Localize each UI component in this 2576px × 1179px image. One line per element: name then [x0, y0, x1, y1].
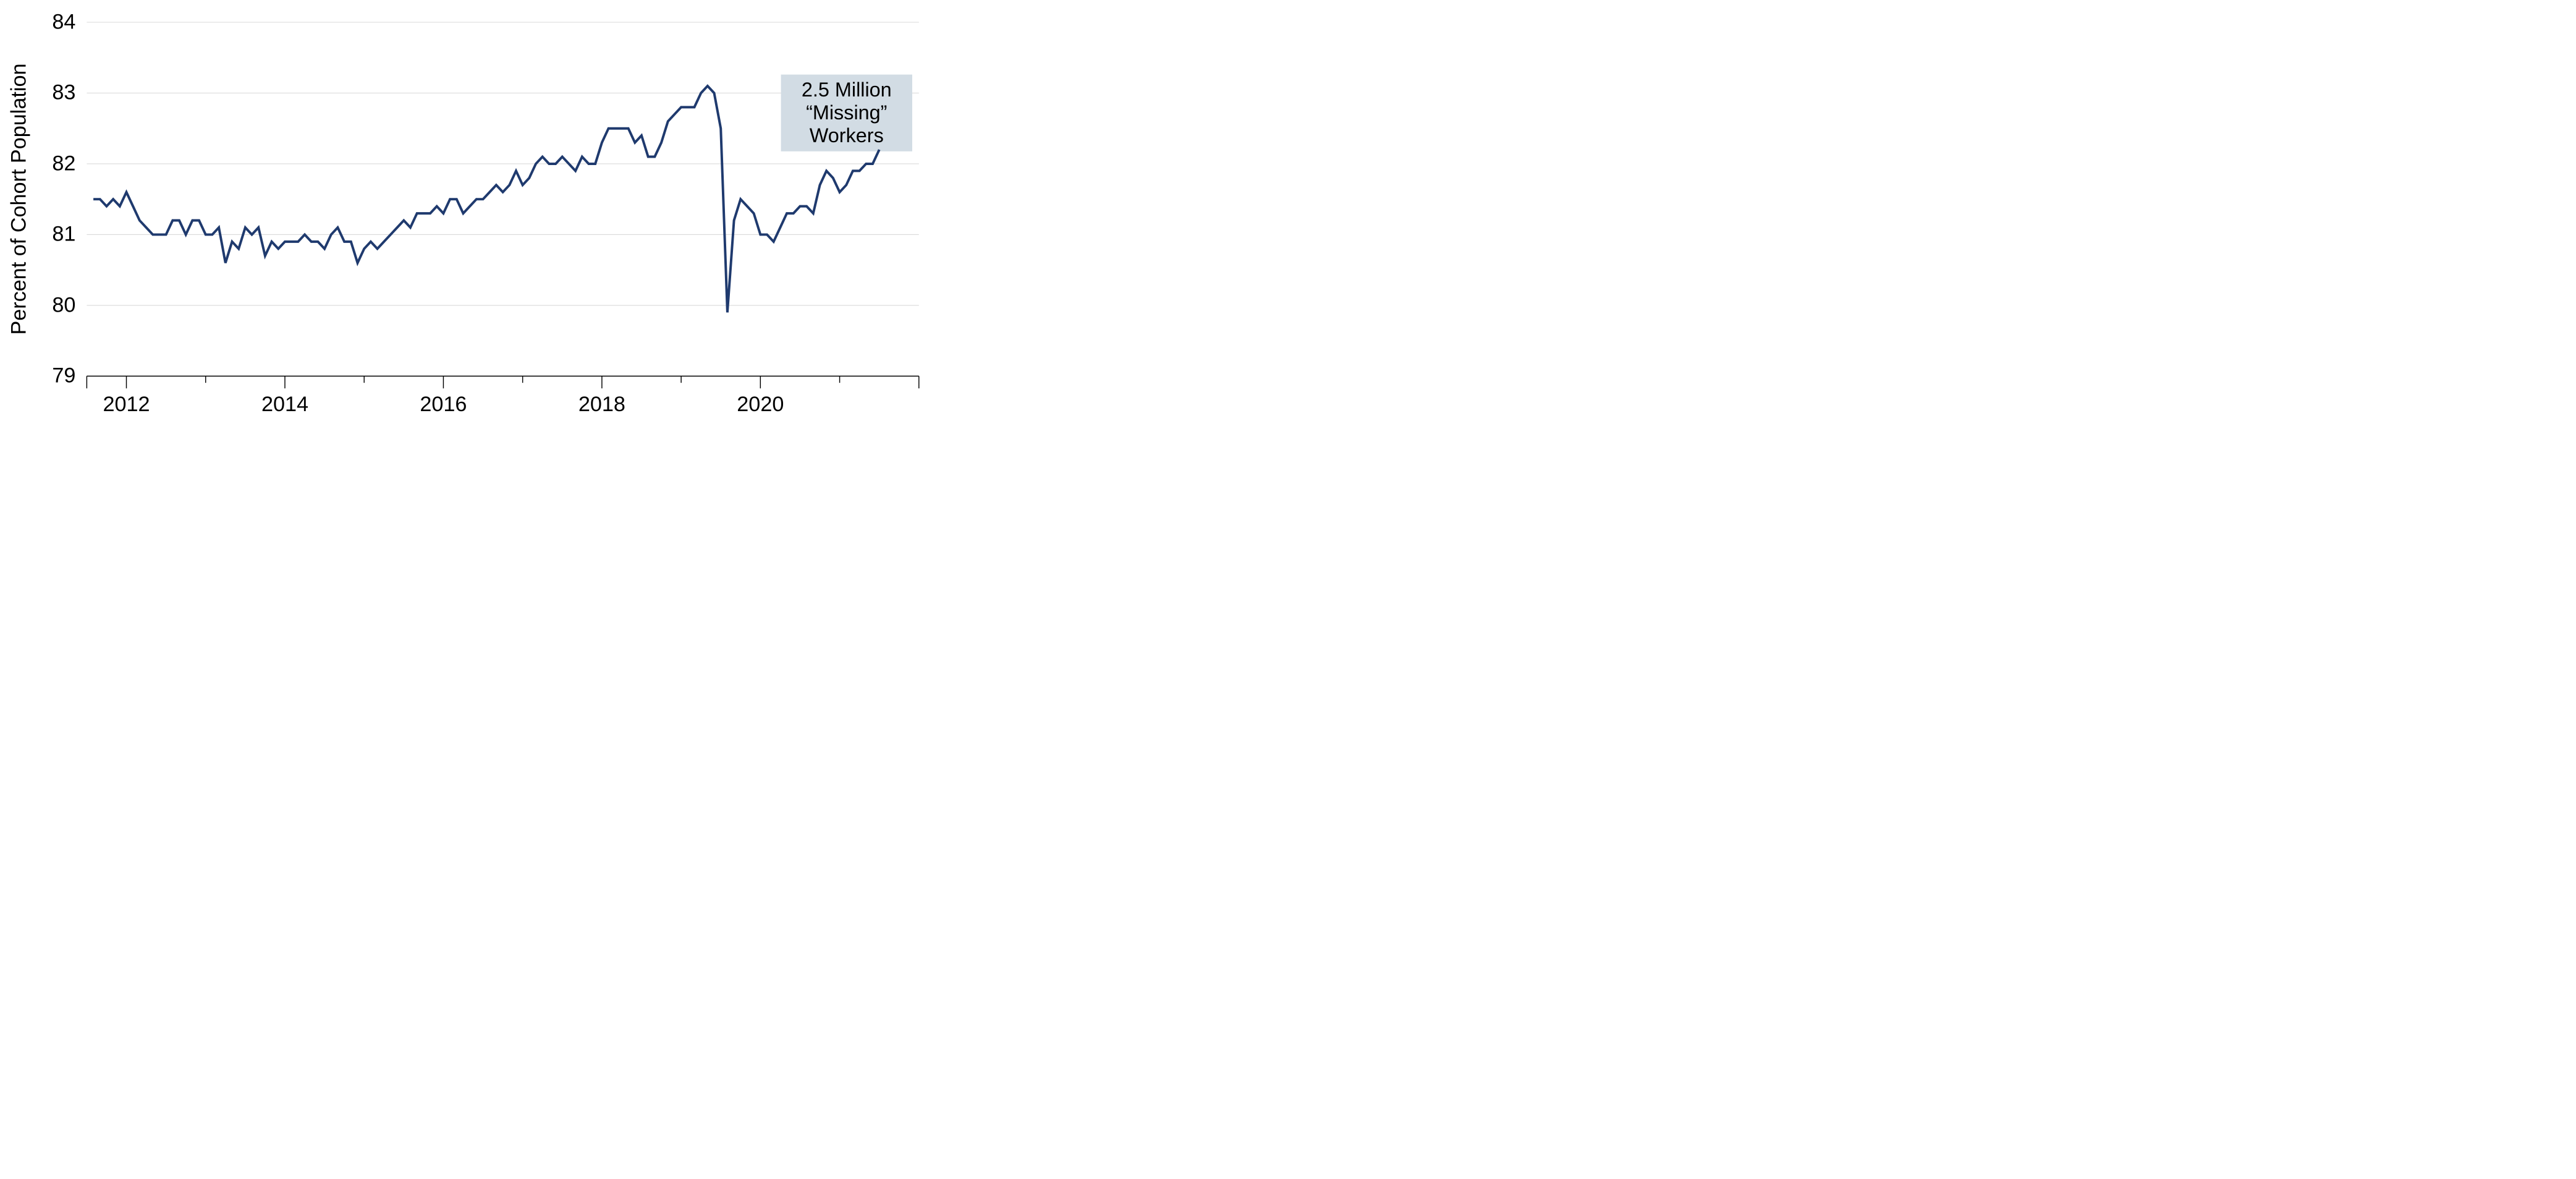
x-tick-label: 2020: [737, 393, 784, 417]
chart-svg: [0, 0, 927, 425]
x-tick-label: 2018: [578, 393, 625, 417]
y-axis-label: Percent of Cohort Population: [7, 64, 31, 335]
x-tick-label: 2012: [103, 393, 150, 417]
x-tick-label: 2016: [420, 393, 467, 417]
x-tick-label: 2014: [261, 393, 308, 417]
annotation-line: Workers: [810, 124, 884, 147]
y-tick-label: 84: [52, 11, 75, 35]
y-tick-label: 83: [52, 81, 75, 105]
annotation-line: “Missing”: [806, 101, 887, 124]
line-chart: Percent of Cohort Population 2.5 Million…: [0, 0, 927, 425]
annotation-line: 2.5 Million: [802, 79, 892, 101]
y-tick-label: 82: [52, 151, 75, 176]
y-tick-label: 80: [52, 293, 75, 317]
annotation-missing-workers: 2.5 Million“Missing”Workers: [781, 75, 912, 151]
y-tick-label: 79: [52, 364, 75, 388]
y-tick-label: 81: [52, 223, 75, 247]
